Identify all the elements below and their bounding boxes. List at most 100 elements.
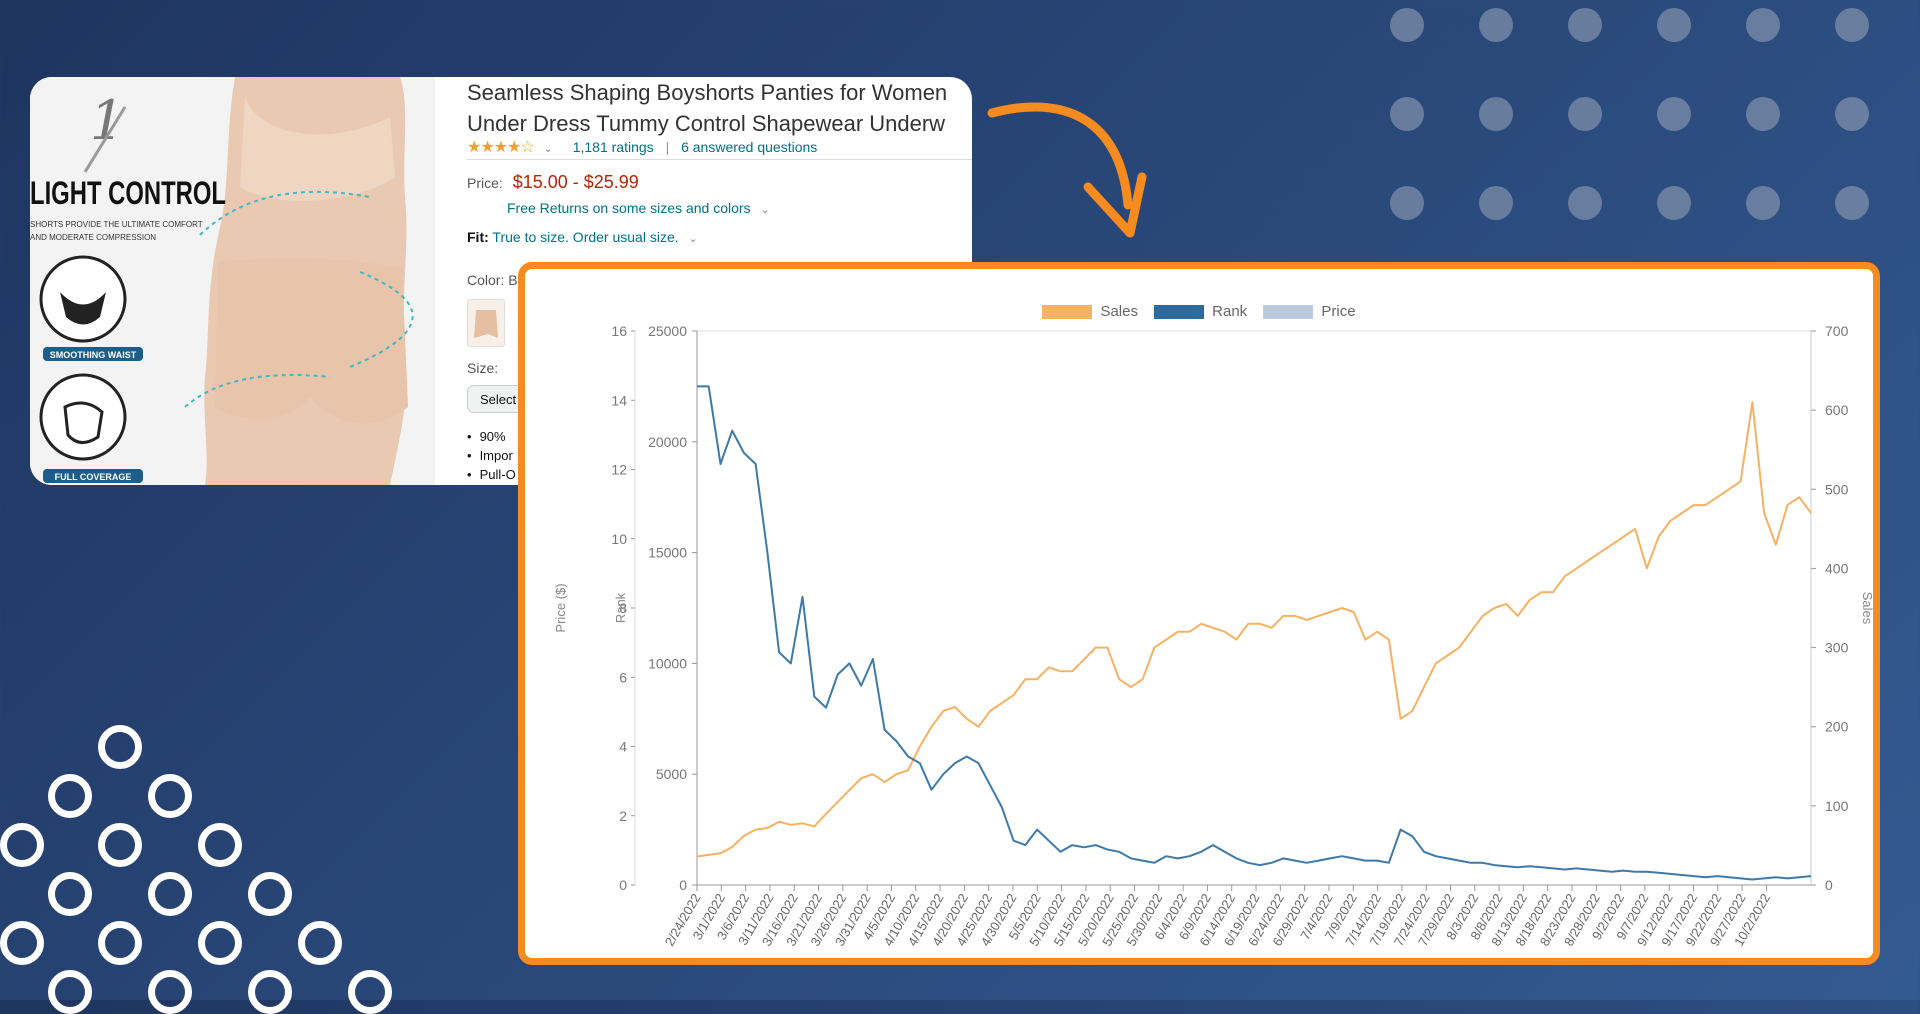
questions-link[interactable]: 6 answered questions (681, 139, 818, 155)
price-tick-label: 14 (611, 392, 627, 408)
fit-row[interactable]: Fit: True to size. Order usual size. ⌄ (467, 229, 698, 245)
product-image[interactable]: 1 LIGHT CONTROL SHORTS PROVIDE THE ULTIM… (30, 77, 435, 485)
decorative-dot (1568, 186, 1602, 220)
rank-series-line (697, 385, 1812, 881)
price-value: $15.00 - $25.99 (512, 172, 639, 192)
decorative-dot (1568, 8, 1602, 42)
decorative-dot (1746, 8, 1780, 42)
chevron-down-icon[interactable]: ⌄ (543, 143, 553, 155)
product-title[interactable]: Seamless Shaping Boyshorts Panties for W… (467, 80, 948, 136)
legend-item-sales[interactable]: Sales (1042, 303, 1138, 320)
sales-tick-label: 300 (1825, 640, 1849, 656)
sales-tick-label: 400 (1825, 560, 1849, 576)
product-photo-illustration: 1 LIGHT CONTROL SHORTS PROVIDE THE ULTIM… (30, 77, 435, 485)
decorative-dot (1390, 97, 1424, 131)
sales-axis-title: Sales (1860, 592, 1873, 625)
rank-tick-label: 25000 (648, 323, 687, 339)
sales-series-line (696, 401, 1812, 858)
sales-tick-label: 600 (1825, 402, 1849, 418)
decorative-dot (1390, 8, 1424, 42)
decorative-dot (1657, 186, 1691, 220)
decorative-dot (1568, 97, 1602, 131)
free-returns-link[interactable]: Free Returns on some sizes and colors ⌄ (507, 200, 770, 216)
legend-item-rank[interactable]: Rank (1154, 303, 1247, 320)
decorative-ring (348, 970, 392, 1014)
image-subtext-1: SHORTS PROVIDE THE ULTIMATE COMFORT (30, 220, 203, 229)
decorative-dot (1835, 8, 1869, 42)
decorative-dot (1746, 97, 1780, 131)
sales-tick-label: 100 (1825, 798, 1849, 814)
badge-smoothing-waist: SMOOTHING WAIST (50, 350, 137, 360)
legend-item-price[interactable]: Price (1263, 303, 1356, 320)
color-swatch[interactable] (467, 299, 505, 347)
decorative-ring (248, 970, 292, 1014)
sales-tick-label: 500 (1825, 481, 1849, 497)
image-headline: LIGHT CONTROL (30, 175, 226, 211)
price-tick-label: 8 (619, 600, 627, 616)
decorative-ring (98, 921, 142, 965)
decorative-dot-grid (1390, 8, 1890, 228)
decorative-dot (1657, 8, 1691, 42)
feature-bullets: 90% Impor Pull-O (467, 427, 516, 484)
rank-tick-label: 15000 (648, 545, 687, 561)
price-axis-title: Price ($) (553, 583, 568, 632)
image-subtext-2: AND MODERATE COMPRESSION (30, 233, 156, 242)
decorative-dot (1835, 97, 1869, 131)
price-tick-label: 6 (619, 669, 627, 685)
chart-legend: Sales Rank Price (525, 303, 1873, 323)
size-label: Size: (467, 360, 499, 376)
product-listing-card: 1 LIGHT CONTROL SHORTS PROVIDE THE ULTIM… (30, 77, 972, 485)
price-row: Price: $15.00 - $25.99 (467, 172, 639, 193)
fit-label: Fit: (467, 229, 489, 245)
divider (467, 159, 972, 160)
decorative-ring (298, 921, 342, 965)
decorative-ring (0, 921, 44, 965)
price-tick-label: 4 (619, 739, 627, 755)
price-label: Price: (467, 175, 503, 191)
rank-tick-label: 20000 (648, 434, 687, 450)
decorative-ring (48, 774, 92, 818)
decorative-ring (98, 823, 142, 867)
chevron-down-icon: ⌄ (688, 233, 698, 245)
decorative-dot (1390, 186, 1424, 220)
rating-row: ★★★★☆ ⌄ 1,181 ratings | 6 answered quest… (467, 139, 818, 156)
product-details: Seamless Shaping Boyshorts Panties for W… (467, 77, 972, 485)
star-rating-icon[interactable]: ★★★★☆ (467, 139, 535, 156)
decorative-dot (1657, 97, 1691, 131)
sales-tick-label: 700 (1825, 323, 1849, 339)
sales-tick-label: 200 (1825, 719, 1849, 735)
chevron-down-icon: ⌄ (760, 204, 770, 216)
decorative-ring (98, 725, 142, 769)
price-tick-label: 0 (619, 877, 627, 893)
decorative-dot (1479, 186, 1513, 220)
decorative-ring (0, 823, 44, 867)
rank-tick-label: 10000 (648, 655, 687, 671)
price-tick-label: 16 (611, 323, 627, 339)
price-tick-label: 2 (619, 808, 627, 824)
sales-tick-label: 0 (1825, 877, 1833, 893)
decorative-ring (48, 970, 92, 1014)
decorative-ring (48, 872, 92, 916)
brand-logo: 1 (90, 89, 124, 152)
decorative-ring (198, 921, 242, 965)
decorative-ring (148, 872, 192, 916)
bullet-item: 90% (467, 427, 516, 446)
bullet-item: Pull-O (467, 465, 516, 484)
rank-axis-title: Rank (613, 592, 628, 623)
curved-arrow-icon (987, 102, 1147, 238)
decorative-dot (1479, 97, 1513, 131)
decorative-dot (1746, 186, 1780, 220)
color-label: Color: B (467, 272, 518, 288)
price-tick-label: 10 (611, 531, 627, 547)
rank-tick-label: 5000 (656, 766, 687, 782)
ratings-link[interactable]: 1,181 ratings (572, 139, 654, 155)
rank-tick-label: 0 (679, 877, 687, 893)
bullet-item: Impor (467, 446, 516, 465)
decorative-ring (248, 872, 292, 916)
price-tick-label: 12 (611, 462, 627, 478)
decorative-ring (198, 823, 242, 867)
decorative-ring-pattern (0, 725, 420, 1014)
decorative-ring (148, 774, 192, 818)
decorative-ring (148, 970, 192, 1014)
